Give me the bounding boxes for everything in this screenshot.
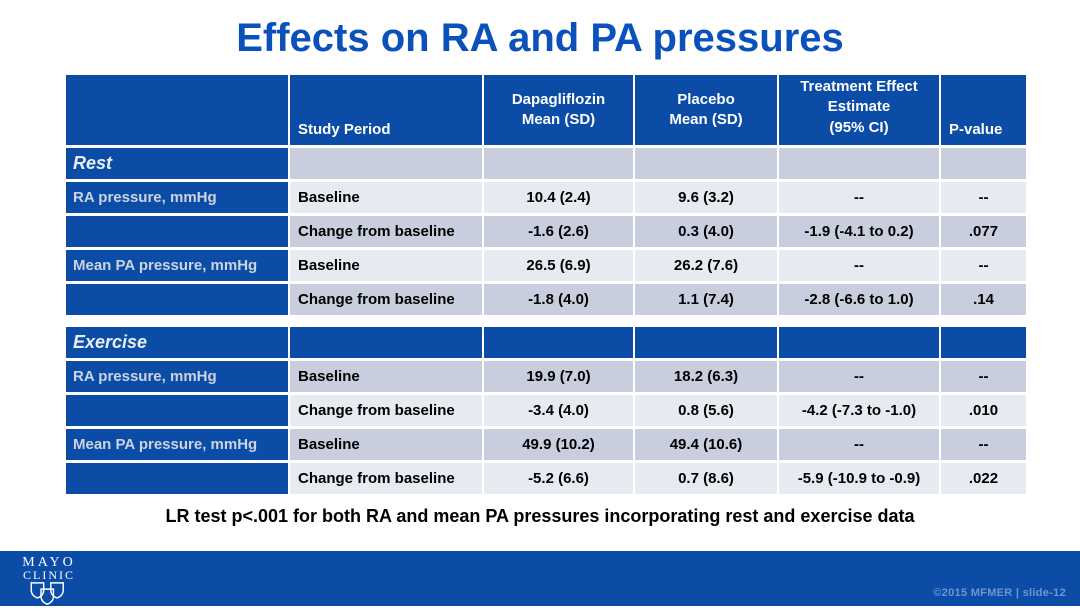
cell-dapagliflozin: 19.9 (7.0) xyxy=(484,361,633,392)
header-cell-study-period: Study Period xyxy=(290,75,482,145)
section-label-exercise: Exercise xyxy=(66,327,288,358)
mayo-clinic-logo: MAYO CLINIC xyxy=(16,556,82,611)
row-label xyxy=(66,284,288,315)
cell-effect: -2.8 (-6.6 to 1.0) xyxy=(779,284,939,315)
mayo-shields-icon xyxy=(16,582,82,611)
cell-p-value: .14 xyxy=(941,284,1026,315)
cell-p-value: .022 xyxy=(941,463,1026,494)
row-label: RA pressure, mmHg xyxy=(66,361,288,392)
cell-placebo: 18.2 (6.3) xyxy=(635,361,777,392)
row-label: Mean PA pressure, mmHg xyxy=(66,250,288,281)
section-rest-filler xyxy=(635,148,777,179)
header-cell-empty xyxy=(66,75,288,145)
cell-dapagliflozin: -5.2 (6.6) xyxy=(484,463,633,494)
cell-study-period: Baseline xyxy=(290,250,482,281)
section-exercise-filler xyxy=(779,327,939,358)
cell-effect: -- xyxy=(779,429,939,460)
cell-p-value: .077 xyxy=(941,216,1026,247)
cell-dapagliflozin: -1.8 (4.0) xyxy=(484,284,633,315)
cell-study-period: Change from baseline xyxy=(290,395,482,426)
section-gap xyxy=(66,318,1026,324)
section-exercise-filler xyxy=(635,327,777,358)
section-exercise-filler xyxy=(484,327,633,358)
header-cell-treatment-effect: Treatment Effect Estimate (95% CI) xyxy=(779,75,939,145)
cell-placebo: 1.1 (7.4) xyxy=(635,284,777,315)
cell-p-value: -- xyxy=(941,182,1026,213)
section-rest-filler xyxy=(941,148,1026,179)
section-rest-filler xyxy=(290,148,482,179)
cell-dapagliflozin: 49.9 (10.2) xyxy=(484,429,633,460)
cell-placebo: 0.8 (5.6) xyxy=(635,395,777,426)
row-label xyxy=(66,395,288,426)
cell-dapagliflozin: 26.5 (6.9) xyxy=(484,250,633,281)
cell-effect: -- xyxy=(779,250,939,281)
pressure-table: Study Period Dapagliflozin Mean (SD) Pla… xyxy=(66,75,1026,494)
header-cell-p-value: P-value xyxy=(941,75,1026,145)
cell-p-value: .010 xyxy=(941,395,1026,426)
slide-credit: ©2015 MFMER | slide-12 xyxy=(933,587,1066,599)
section-rest-filler xyxy=(779,148,939,179)
cell-study-period: Baseline xyxy=(290,361,482,392)
cell-dapagliflozin: 10.4 (2.4) xyxy=(484,182,633,213)
header-cell-dapagliflozin: Dapagliflozin Mean (SD) xyxy=(484,75,633,145)
cell-study-period: Change from baseline xyxy=(290,463,482,494)
cell-effect: -5.9 (-10.9 to -0.9) xyxy=(779,463,939,494)
section-label-rest: Rest xyxy=(66,148,288,179)
row-label: Mean PA pressure, mmHg xyxy=(66,429,288,460)
row-label xyxy=(66,216,288,247)
row-label: RA pressure, mmHg xyxy=(66,182,288,213)
cell-effect: -1.9 (-4.1 to 0.2) xyxy=(779,216,939,247)
cell-dapagliflozin: -1.6 (2.6) xyxy=(484,216,633,247)
lr-test-footnote: LR test p<.001 for both RA and mean PA p… xyxy=(165,506,915,526)
cell-effect: -- xyxy=(779,182,939,213)
section-exercise-filler xyxy=(290,327,482,358)
cell-placebo: 49.4 (10.6) xyxy=(635,429,777,460)
row-label xyxy=(66,463,288,494)
cell-effect: -- xyxy=(779,361,939,392)
cell-placebo: 26.2 (7.6) xyxy=(635,250,777,281)
cell-placebo: 0.3 (4.0) xyxy=(635,216,777,247)
cell-dapagliflozin: -3.4 (4.0) xyxy=(484,395,633,426)
cell-placebo: 9.6 (3.2) xyxy=(635,182,777,213)
logo-text-mayo: MAYO xyxy=(22,555,76,570)
section-exercise-filler xyxy=(941,327,1026,358)
cell-placebo: 0.7 (8.6) xyxy=(635,463,777,494)
logo-text-clinic: CLINIC xyxy=(23,568,75,582)
footer-bar: MAYO CLINIC ©2015 MFMER | slide-12 xyxy=(0,551,1080,606)
cell-study-period: Baseline xyxy=(290,429,482,460)
cell-study-period: Baseline xyxy=(290,182,482,213)
header-cell-placebo: Placebo Mean (SD) xyxy=(635,75,777,145)
section-rest-filler xyxy=(484,148,633,179)
cell-p-value: -- xyxy=(941,361,1026,392)
cell-study-period: Change from baseline xyxy=(290,284,482,315)
cell-p-value: -- xyxy=(941,250,1026,281)
cell-study-period: Change from baseline xyxy=(290,216,482,247)
page-title: Effects on RA and PA pressures xyxy=(236,16,844,60)
cell-p-value: -- xyxy=(941,429,1026,460)
cell-effect: -4.2 (-7.3 to -1.0) xyxy=(779,395,939,426)
